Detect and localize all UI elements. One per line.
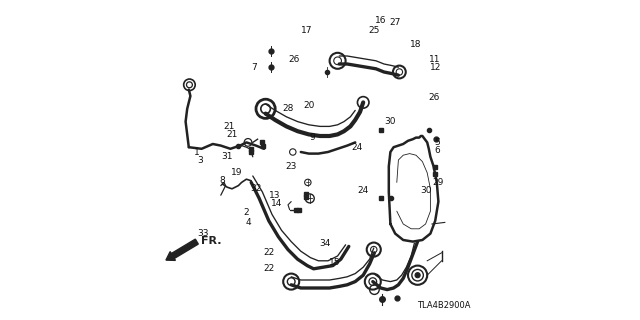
Text: FR.: FR. <box>201 236 221 246</box>
Text: 30: 30 <box>420 186 431 195</box>
Text: 30: 30 <box>385 117 396 126</box>
Text: 21: 21 <box>227 130 237 139</box>
Text: 34: 34 <box>319 239 330 248</box>
Text: 18: 18 <box>410 40 422 49</box>
Text: 22: 22 <box>263 264 275 273</box>
Text: 23: 23 <box>285 162 297 171</box>
Text: 8: 8 <box>220 176 225 185</box>
Text: 31: 31 <box>221 152 233 161</box>
Text: 17: 17 <box>301 26 313 35</box>
Text: 9: 9 <box>309 133 315 142</box>
Text: 33: 33 <box>198 229 209 238</box>
Circle shape <box>415 273 420 278</box>
Text: 5: 5 <box>434 138 440 147</box>
Text: 12: 12 <box>429 63 441 72</box>
Text: 27: 27 <box>390 18 401 27</box>
Text: 6: 6 <box>434 146 440 155</box>
Text: 26: 26 <box>428 93 439 102</box>
FancyArrow shape <box>166 239 198 260</box>
Text: 29: 29 <box>433 178 444 187</box>
Text: 24: 24 <box>358 186 369 195</box>
Text: 32: 32 <box>250 184 262 193</box>
Text: 7: 7 <box>252 63 257 72</box>
Text: 1: 1 <box>194 148 200 156</box>
Text: 4: 4 <box>245 218 251 227</box>
Text: 2: 2 <box>244 208 249 217</box>
Text: 28: 28 <box>282 104 294 113</box>
Text: 26: 26 <box>289 55 300 64</box>
Text: TLA4B2900A: TLA4B2900A <box>417 301 470 310</box>
Circle shape <box>187 82 192 88</box>
Text: 24: 24 <box>351 143 362 152</box>
Text: 16: 16 <box>375 16 387 25</box>
Text: 3: 3 <box>197 156 203 164</box>
Text: 22: 22 <box>263 248 275 257</box>
Text: 20: 20 <box>303 101 314 110</box>
Text: 19: 19 <box>231 168 243 177</box>
Text: 21: 21 <box>223 122 234 131</box>
Circle shape <box>188 83 191 86</box>
Text: 13: 13 <box>269 191 281 200</box>
Text: 25: 25 <box>369 26 380 35</box>
Text: 15: 15 <box>329 258 340 267</box>
Text: 11: 11 <box>429 55 441 64</box>
Text: 14: 14 <box>271 199 282 208</box>
